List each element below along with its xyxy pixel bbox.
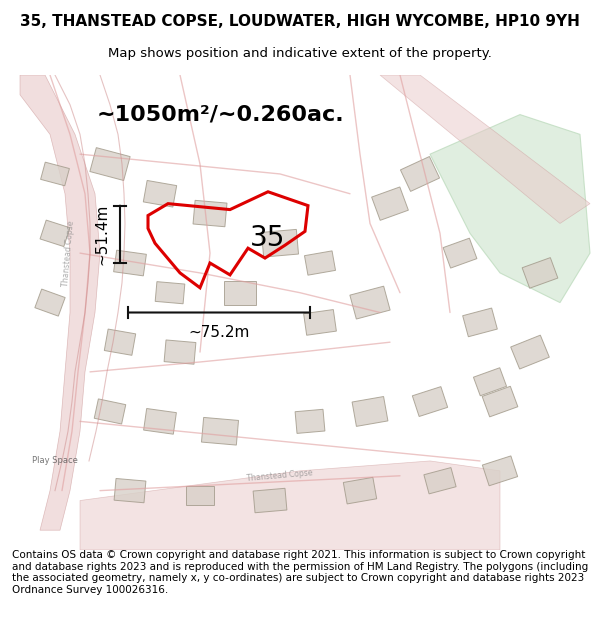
Bar (143, 181, 176, 207)
Bar (443, 238, 477, 268)
Text: 35, THANSTEAD COPSE, LOUDWATER, HIGH WYCOMBE, HP10 9YH: 35, THANSTEAD COPSE, LOUDWATER, HIGH WYC… (20, 14, 580, 29)
Bar (193, 201, 227, 227)
Text: Thanstead Copse: Thanstead Copse (61, 220, 76, 286)
Text: Thanstead Copse: Thanstead Copse (247, 468, 313, 483)
Bar (90, 148, 130, 181)
Bar (473, 368, 506, 396)
Bar (94, 399, 126, 424)
Bar (35, 289, 65, 316)
Bar (304, 309, 337, 335)
Text: Contains OS data © Crown copyright and database right 2021. This information is : Contains OS data © Crown copyright and d… (12, 550, 588, 595)
Bar (40, 220, 70, 247)
Bar (304, 251, 335, 275)
Bar (41, 162, 70, 186)
Bar (224, 281, 256, 304)
Bar (350, 286, 390, 319)
Polygon shape (430, 114, 590, 302)
Text: 35: 35 (250, 224, 286, 253)
Polygon shape (80, 461, 500, 550)
Bar (113, 250, 146, 276)
Bar (412, 387, 448, 416)
Text: ~1050m²/~0.260ac.: ~1050m²/~0.260ac. (96, 104, 344, 124)
Text: ~51.4m: ~51.4m (95, 204, 110, 265)
Bar (463, 308, 497, 337)
Bar (114, 479, 146, 502)
Bar (371, 187, 409, 221)
Text: Map shows position and indicative extent of the property.: Map shows position and indicative extent… (108, 48, 492, 61)
Text: Play Space: Play Space (32, 456, 78, 466)
Bar (295, 409, 325, 433)
Bar (143, 409, 176, 434)
Bar (104, 329, 136, 356)
Polygon shape (380, 75, 590, 223)
Bar (155, 282, 185, 304)
Polygon shape (20, 75, 100, 530)
Bar (186, 486, 214, 506)
Bar (343, 478, 377, 504)
Bar (253, 488, 287, 512)
Bar (482, 386, 518, 417)
Bar (164, 340, 196, 364)
Bar (482, 456, 518, 486)
Bar (400, 156, 440, 191)
Bar (522, 258, 558, 288)
Text: ~75.2m: ~75.2m (188, 325, 250, 340)
Bar (424, 468, 456, 494)
Bar (262, 229, 299, 257)
Bar (202, 418, 239, 445)
Bar (511, 335, 550, 369)
Bar (352, 396, 388, 426)
